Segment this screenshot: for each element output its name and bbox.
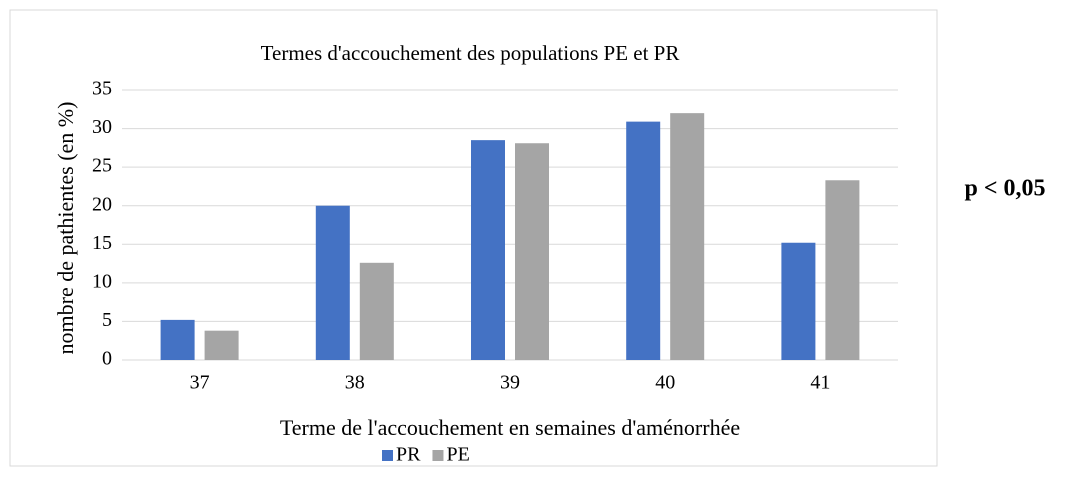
y-tick-label: 15	[92, 232, 112, 254]
x-tick-label: 39	[500, 372, 520, 394]
bar	[515, 143, 549, 360]
y-axis-label: nombre de pathientes (en %)	[53, 102, 78, 355]
bar	[471, 140, 505, 360]
bar	[781, 242, 816, 360]
annotation: p < 0,05	[964, 176, 1045, 202]
legend-label: PE	[446, 444, 469, 466]
legend-swatch	[382, 450, 393, 461]
bar	[204, 330, 239, 360]
x-tick-label: 38	[345, 372, 365, 394]
bar	[670, 113, 705, 361]
x-tick-label: 41	[810, 372, 830, 394]
bar	[315, 205, 350, 360]
y-tick-label: 30	[92, 116, 112, 138]
chart-title: Termes d'accouchement des populations PE…	[261, 41, 680, 65]
y-tick-label: 0	[102, 348, 112, 370]
x-tick-label: 37	[190, 372, 210, 394]
bar	[626, 121, 661, 360]
legend-label: PR	[396, 444, 421, 466]
y-tick-label: 25	[92, 155, 112, 177]
x-axis-label: Terme de l'accouchement en semaines d'am…	[280, 415, 740, 440]
legend-swatch	[432, 450, 444, 461]
y-tick-label: 10	[92, 270, 112, 292]
bar	[359, 262, 394, 360]
bar	[160, 319, 195, 360]
y-tick-label: 5	[102, 309, 112, 331]
bar	[825, 180, 860, 360]
x-tick-label: 40	[655, 372, 675, 394]
y-tick-label: 20	[92, 193, 112, 215]
y-tick-label: 35	[92, 78, 112, 100]
